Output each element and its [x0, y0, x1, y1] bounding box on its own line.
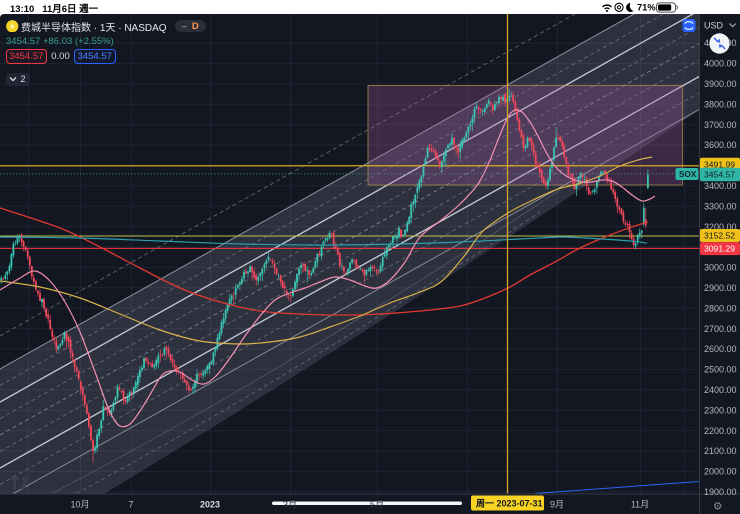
- svg-text:2900.00: 2900.00: [704, 283, 737, 293]
- svg-text:11月: 11月: [631, 500, 649, 510]
- svg-text:1900.00: 1900.00: [704, 487, 737, 497]
- svg-text:3700.00: 3700.00: [704, 120, 737, 130]
- svg-text:2500.00: 2500.00: [704, 365, 737, 375]
- svg-text:5月: 5月: [370, 500, 384, 510]
- svg-text:3091.29: 3091.29: [704, 244, 735, 254]
- svg-text:SOX: SOX: [679, 170, 697, 179]
- svg-text:4000.00: 4000.00: [704, 59, 737, 69]
- svg-text:3600.00: 3600.00: [704, 140, 737, 150]
- svg-text:2600.00: 2600.00: [704, 344, 737, 354]
- svg-text:USD: USD: [704, 21, 724, 31]
- svg-text:3300.00: 3300.00: [704, 201, 737, 211]
- svg-text:3491.99: 3491.99: [704, 159, 735, 169]
- svg-text:⚙: ⚙: [713, 501, 722, 513]
- svg-text:2000.00: 2000.00: [704, 467, 737, 477]
- svg-text:2023: 2023: [200, 500, 220, 510]
- svg-text:3400.00: 3400.00: [704, 181, 737, 191]
- svg-text:2400.00: 2400.00: [704, 385, 737, 395]
- svg-text:2800.00: 2800.00: [704, 303, 737, 313]
- svg-text:2700.00: 2700.00: [704, 324, 737, 334]
- svg-text:2300.00: 2300.00: [704, 405, 737, 415]
- svg-text:3月: 3月: [283, 500, 297, 510]
- svg-text:周一 2023-07-31: 周一 2023-07-31: [476, 499, 543, 509]
- svg-text:10月: 10月: [70, 500, 89, 510]
- svg-text:9月: 9月: [550, 500, 564, 510]
- svg-text:2100.00: 2100.00: [704, 446, 737, 456]
- svg-text:3800.00: 3800.00: [704, 99, 737, 109]
- svg-text:7: 7: [128, 500, 133, 510]
- svg-text:3000.00: 3000.00: [704, 263, 737, 273]
- svg-text:3900.00: 3900.00: [704, 79, 737, 89]
- svg-text:3152.52: 3152.52: [704, 231, 735, 241]
- svg-text:2200.00: 2200.00: [704, 426, 737, 436]
- svg-text:3200.00: 3200.00: [704, 222, 737, 232]
- svg-text:71%: 71%: [637, 3, 656, 13]
- svg-text:3454.57: 3454.57: [704, 170, 735, 180]
